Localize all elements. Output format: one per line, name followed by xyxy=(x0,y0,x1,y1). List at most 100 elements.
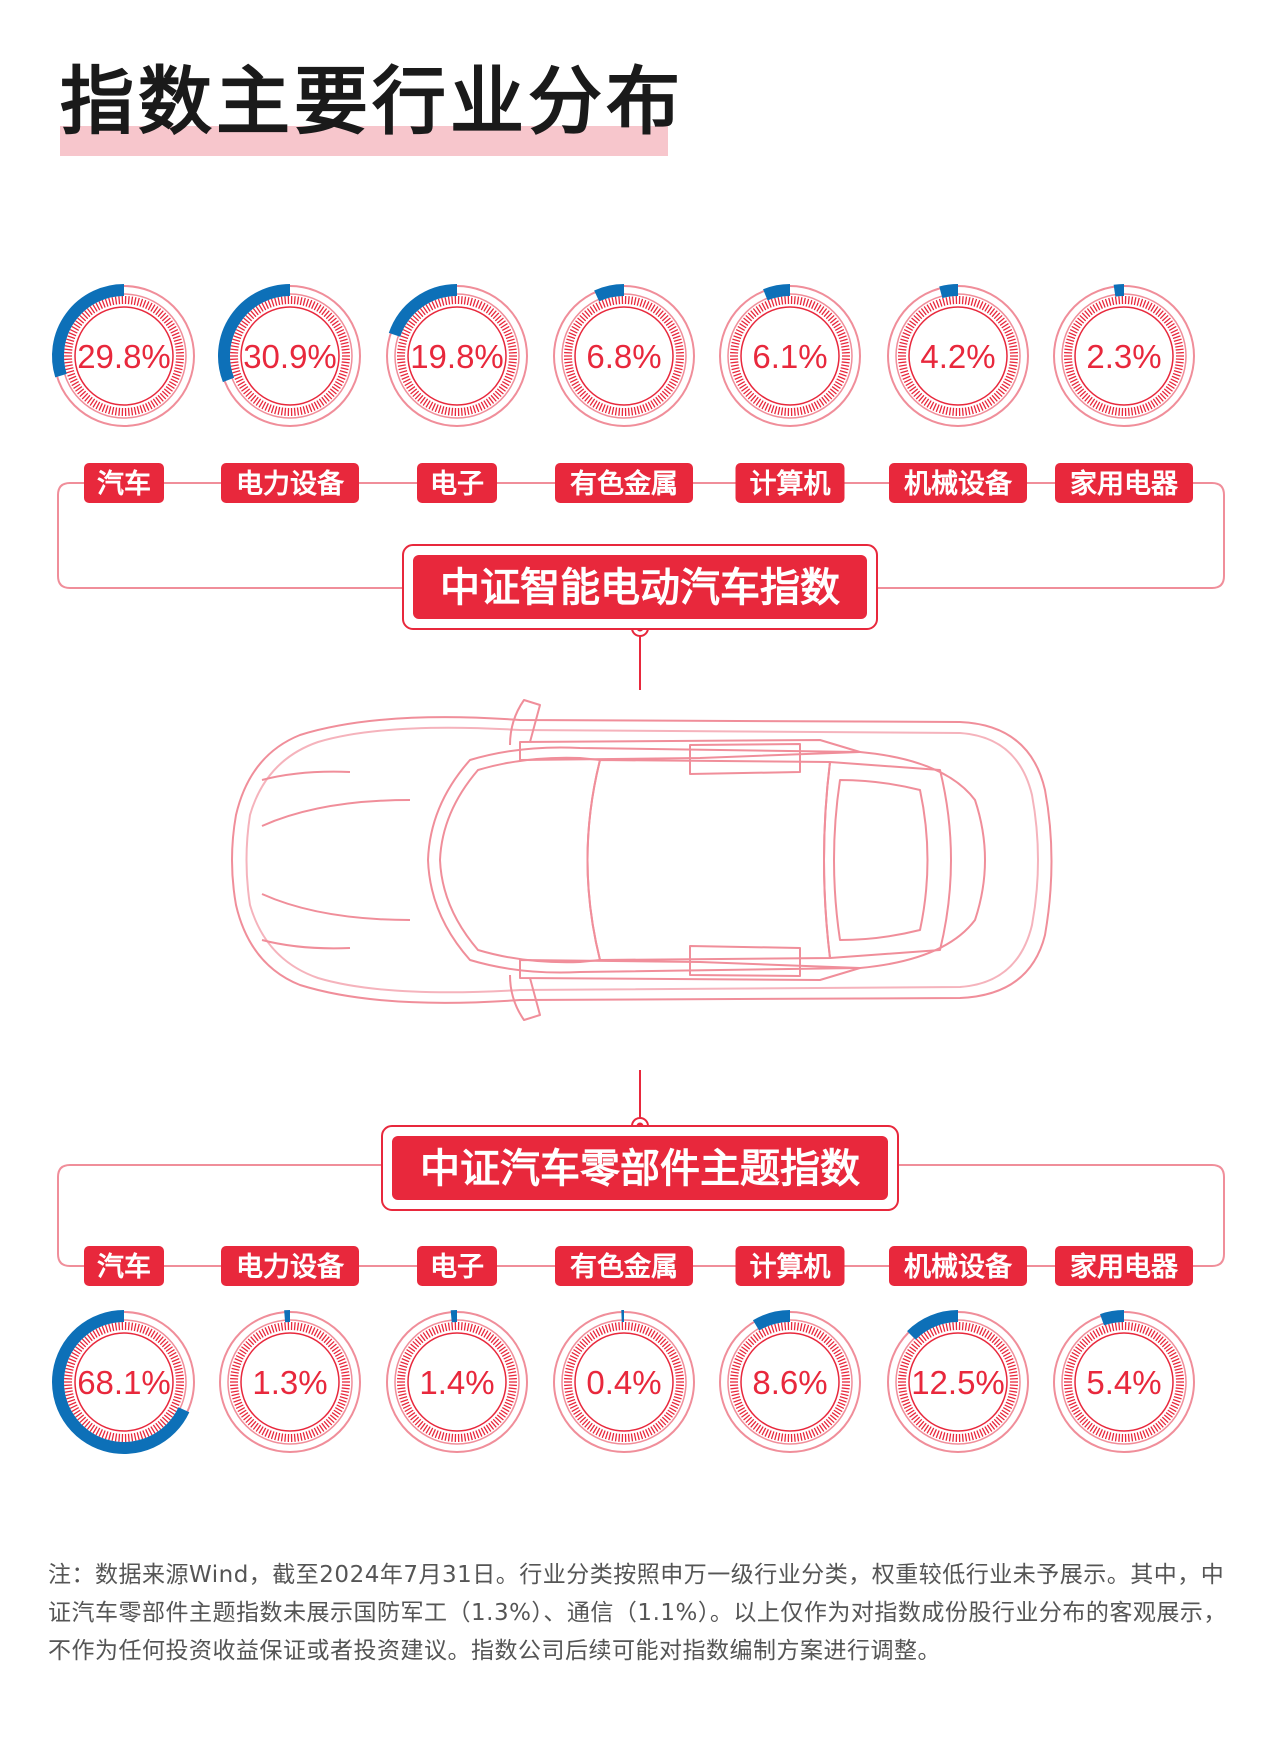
donut-ticks xyxy=(64,1322,184,1442)
donut-parts-1: 68.1% xyxy=(52,1310,195,1454)
category-label-text: 汽车 xyxy=(97,1251,151,1283)
donut-parts-6: 12.5% xyxy=(887,1310,1029,1453)
donut-value-label: 6.1% xyxy=(752,338,827,375)
category-label-parts-1: 汽车 xyxy=(84,1246,164,1286)
donut-value-label: 4.2% xyxy=(920,338,995,375)
donut-center xyxy=(740,306,840,406)
donut-ticks xyxy=(730,296,850,416)
donut-outer-ring xyxy=(219,1311,361,1453)
donut-ticks xyxy=(898,1322,1018,1442)
donut-center xyxy=(74,1332,174,1432)
category-label-parts-7: 家用电器 xyxy=(1055,1246,1193,1286)
donut-center xyxy=(908,1332,1008,1432)
category-label-text: 家用电器 xyxy=(1070,1251,1179,1283)
category-label-ev-5: 计算机 xyxy=(735,463,845,503)
donut-ev-3: 19.8% xyxy=(386,284,528,427)
donut-ticks xyxy=(64,296,184,416)
category-label-text: 计算机 xyxy=(750,1251,831,1283)
donut-value-arc xyxy=(218,284,291,383)
category-label-ev-4: 有色金属 xyxy=(555,463,693,503)
category-label-text: 机械设备 xyxy=(904,469,1013,500)
donut-value-arc xyxy=(763,284,791,301)
donut-value-arc xyxy=(594,284,625,302)
donut-center xyxy=(240,1332,340,1432)
index-title-parts: 中证汽车零部件主题指数 xyxy=(420,1146,860,1192)
donut-center xyxy=(74,306,174,406)
donut-value-label: 6.8% xyxy=(586,338,661,375)
donut-ticks xyxy=(230,1322,350,1442)
category-label-parts-6: 机械设备 xyxy=(889,1246,1027,1286)
donut-value-label: 5.4% xyxy=(1086,1364,1161,1401)
donut-ticks xyxy=(1064,1322,1184,1442)
donut-outer-ring xyxy=(553,1311,695,1453)
donut-value-arc xyxy=(388,284,458,337)
category-label-text: 电力设备 xyxy=(236,469,345,500)
donut-center xyxy=(1074,306,1174,406)
donut-ev-7: 2.3% xyxy=(1053,284,1195,427)
donut-center xyxy=(1074,1332,1174,1432)
index-box-parts: 中证汽车零部件主题指数 xyxy=(381,1125,899,1211)
category-label-text: 机械设备 xyxy=(904,1252,1013,1283)
donut-ticks xyxy=(898,296,1018,416)
donut-value-label: 8.6% xyxy=(752,1364,827,1401)
donut-ev-4: 6.8% xyxy=(553,284,695,427)
donut-ticks xyxy=(1064,296,1184,416)
donut-center xyxy=(740,1332,840,1432)
donut-parts-5: 8.6% xyxy=(719,1310,861,1453)
donut-value-arc xyxy=(752,1310,791,1331)
donut-value-label: 12.5% xyxy=(911,1364,1005,1401)
category-label-ev-7: 家用电器 xyxy=(1055,463,1193,503)
donut-value-label: 29.8% xyxy=(77,338,171,375)
donut-center xyxy=(407,306,507,406)
page-title: 指数主要行业分布 xyxy=(60,59,684,145)
donut-center xyxy=(908,306,1008,406)
donut-outer-ring xyxy=(1053,1311,1195,1453)
donut-ev-1: 29.8% xyxy=(52,284,195,427)
footnote: 注：数据来源Wind，截至2024年7月31日。行业分类按照申万一级行业分类，权… xyxy=(48,1562,1227,1664)
category-label-text: 汽车 xyxy=(97,468,151,500)
donut-value-label: 0.4% xyxy=(586,1364,661,1401)
donut-value-arc xyxy=(52,284,125,378)
donut-parts-2: 1.3% xyxy=(219,1310,361,1453)
donut-center xyxy=(574,306,674,406)
category-label-parts-5: 计算机 xyxy=(735,1246,845,1286)
donut-value-label: 19.8% xyxy=(410,338,504,375)
donut-ticks xyxy=(397,1322,517,1442)
category-label-ev-3: 电子 xyxy=(417,463,497,503)
category-label-ev-2: 电力设备 xyxy=(221,463,359,503)
category-label-parts-3: 电子 xyxy=(417,1246,497,1286)
donut-center xyxy=(407,1332,507,1432)
category-label-parts-2: 电力设备 xyxy=(221,1246,359,1286)
index-title-ev: 中证智能电动汽车指数 xyxy=(440,565,840,611)
category-label-text: 计算机 xyxy=(750,468,831,500)
donut-value-label: 1.4% xyxy=(419,1364,494,1401)
donut-value-arc xyxy=(907,1310,959,1340)
donut-value-arc xyxy=(1100,1309,1125,1326)
donut-ev-6: 4.2% xyxy=(887,284,1029,427)
donut-value-label: 1.3% xyxy=(252,1364,327,1401)
index-box-ev: 中证智能电动汽车指数 xyxy=(402,544,878,630)
donut-value-label: 2.3% xyxy=(1086,338,1161,375)
category-label-text: 家用电器 xyxy=(1070,468,1179,500)
donut-ticks xyxy=(730,1322,850,1442)
donut-parts-7: 5.4% xyxy=(1053,1309,1195,1453)
donut-ev-2: 30.9% xyxy=(218,284,361,427)
title-underline xyxy=(60,126,668,156)
donut-parts-4: 0.4% xyxy=(553,1310,695,1453)
category-label-text: 电子 xyxy=(430,469,484,500)
category-label-parts-4: 有色金属 xyxy=(555,1246,693,1286)
donut-parts-3: 1.4% xyxy=(386,1310,528,1453)
donut-value-arc xyxy=(1113,284,1125,297)
car-illustration xyxy=(231,699,1053,1021)
donut-value-label: 30.9% xyxy=(243,338,337,375)
donut-center xyxy=(574,1332,674,1432)
donut-value-arc xyxy=(52,1310,190,1454)
donut-ticks xyxy=(230,296,350,416)
donut-ticks xyxy=(564,1322,684,1442)
donut-center xyxy=(240,306,340,406)
donut-ticks xyxy=(564,296,684,416)
category-label-ev-1: 汽车 xyxy=(84,463,164,503)
donut-value-arc xyxy=(939,284,959,299)
category-label-text: 电力设备 xyxy=(236,1252,345,1283)
